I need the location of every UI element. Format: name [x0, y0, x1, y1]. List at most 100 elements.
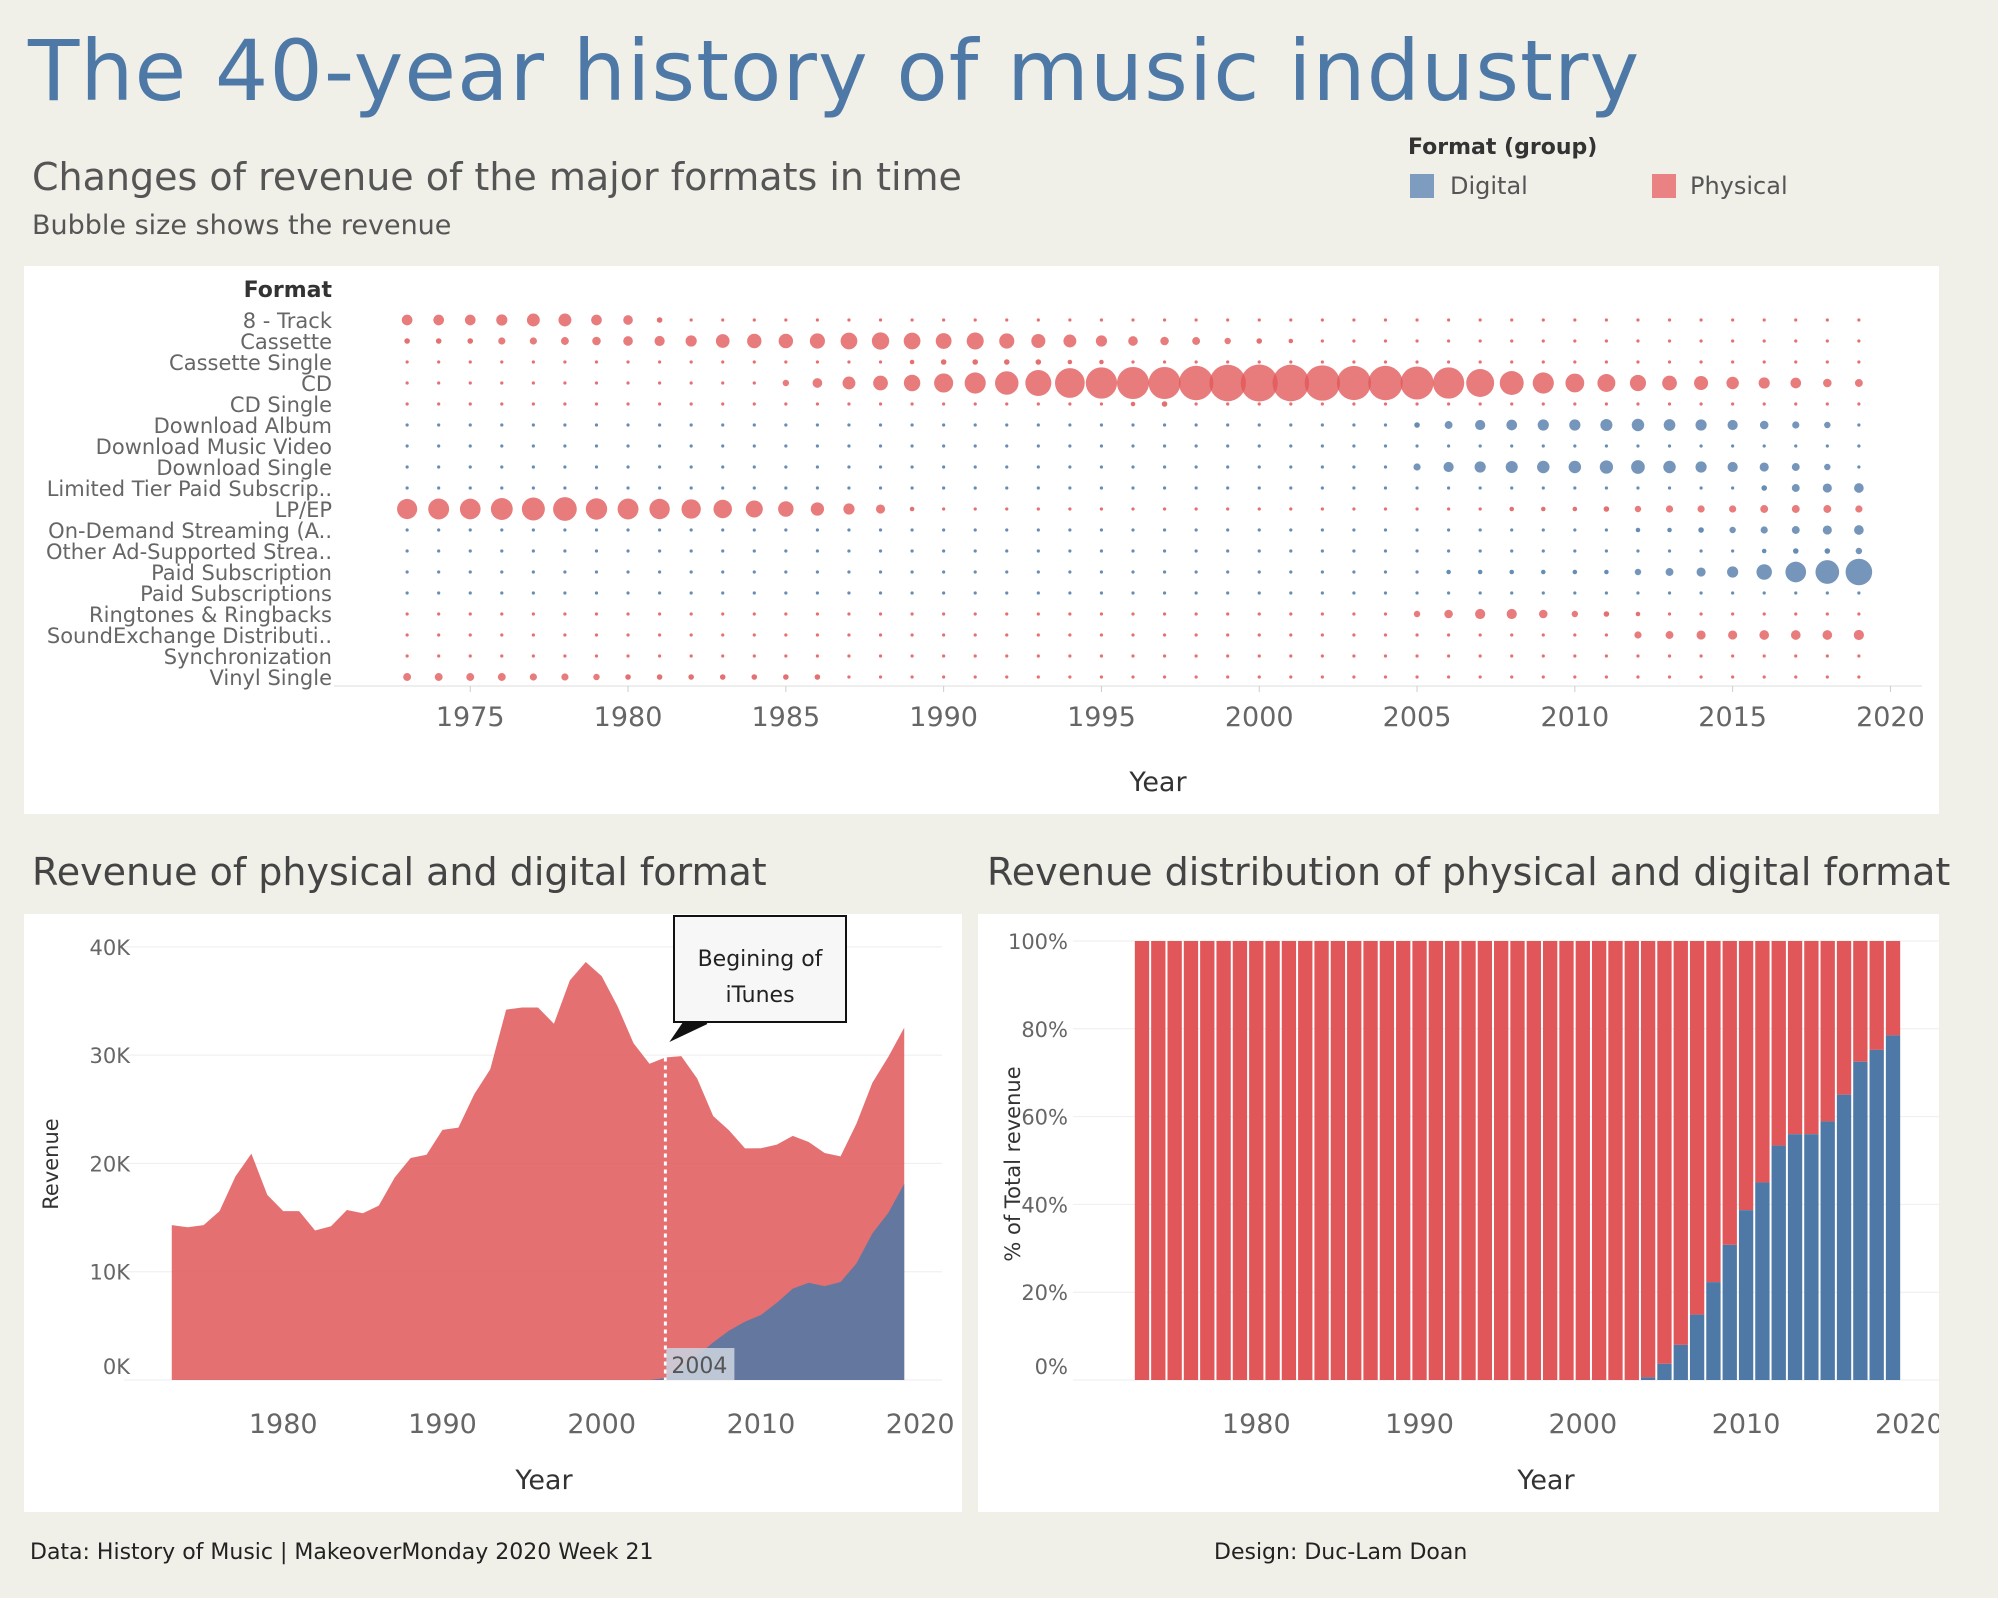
bubble-mark	[1226, 654, 1230, 658]
bubble-mark	[405, 360, 409, 364]
bubble-mark	[910, 444, 914, 448]
bubble-mark	[815, 570, 820, 574]
x-tick-label: 2015	[1698, 702, 1767, 733]
bubble-mark	[1573, 360, 1577, 364]
bubble-mark	[973, 318, 977, 322]
bubble-mark	[1099, 549, 1104, 553]
bubble-mark	[1794, 339, 1798, 343]
bubble-mark	[1068, 549, 1072, 553]
bubble-mark	[973, 549, 977, 553]
bubble-mark	[1068, 570, 1072, 574]
bubble-mark	[1257, 528, 1261, 532]
bubble-mark	[934, 373, 954, 393]
bubble-mark	[1131, 528, 1135, 532]
bubble-mark	[1415, 633, 1419, 637]
bubble-mark	[1036, 402, 1040, 406]
bubble-mark	[1794, 318, 1798, 322]
bubble-mark	[1541, 675, 1545, 679]
x-tick-label: 1985	[751, 702, 820, 733]
bubble-mark	[1352, 423, 1356, 427]
bubble-mark	[752, 465, 756, 469]
bubble-mark	[784, 612, 788, 616]
bubble-mark	[1099, 612, 1104, 616]
bubble-mark	[942, 549, 946, 553]
bubble-mark	[721, 423, 725, 427]
bubble-mark	[1116, 366, 1150, 400]
bubble-mark	[910, 423, 914, 427]
x-tick-label: 1995	[1067, 702, 1136, 733]
bubble-mark	[1695, 461, 1707, 473]
physical-bar	[1363, 941, 1378, 1380]
bubble-mark	[1289, 570, 1293, 574]
x-tick-label: 2010	[727, 1409, 796, 1440]
bubble-mark	[784, 633, 788, 637]
legend-swatch-physical[interactable]	[1652, 174, 1676, 198]
bubble-mark	[689, 486, 693, 490]
bubble-mark	[1478, 444, 1482, 448]
bubble-mark	[1226, 465, 1230, 469]
bubble-mark	[405, 633, 409, 637]
bubble-mark	[1604, 528, 1609, 532]
bubble-mark	[1320, 465, 1324, 469]
bubble-mark	[1194, 465, 1198, 469]
bubble-mark	[1099, 318, 1104, 322]
bubble-mark	[1510, 402, 1514, 406]
bubble-mark	[1194, 423, 1198, 427]
bubble-mark	[468, 381, 472, 385]
bubble-mark	[1005, 633, 1009, 637]
bubble-mark	[721, 360, 725, 364]
bubble-mark	[942, 591, 946, 595]
format-label: Synchronization	[164, 645, 332, 669]
legend-label-digital[interactable]: Digital	[1450, 172, 1528, 200]
bubble-mark	[1194, 318, 1198, 322]
legend-swatch-digital[interactable]	[1410, 174, 1434, 198]
digital-bar	[1869, 1049, 1884, 1380]
bubble-mark	[1320, 444, 1324, 448]
bubble-mark	[1068, 423, 1072, 427]
bubble-mark	[689, 591, 693, 595]
bubble-mark	[1383, 339, 1388, 343]
bubble-mark	[1352, 570, 1356, 574]
bubble-mark	[1636, 591, 1640, 595]
bubble-mark	[1447, 318, 1451, 322]
bubble-mark	[405, 486, 409, 490]
x-tick-label: 2000	[1225, 702, 1294, 733]
legend-label-physical[interactable]: Physical	[1690, 172, 1788, 200]
bubble-mark	[752, 360, 756, 364]
bubble-mark	[1478, 591, 1482, 595]
bubble-mark	[752, 402, 756, 406]
bubble-mark	[1400, 366, 1434, 400]
bubble-mark	[721, 570, 725, 574]
bubble-mark	[1162, 444, 1167, 448]
bubble-mark	[1825, 612, 1829, 616]
bubble-mark	[1822, 630, 1833, 640]
physical-area	[171, 961, 905, 1380]
bubble-mark	[745, 500, 763, 518]
format-label: Limited Tier Paid Subscrip..	[47, 477, 332, 501]
bubble-mark	[1510, 549, 1514, 553]
bubble-mark	[592, 336, 601, 346]
bubble-mark	[935, 333, 952, 349]
bubble-mark	[500, 381, 504, 385]
bubble-mark	[1447, 402, 1451, 406]
bubble-mark	[1131, 444, 1135, 448]
format-label: On-Demand Streaming (A..	[48, 519, 332, 543]
bubble-mark	[1823, 505, 1832, 513]
bubble-mark	[658, 591, 662, 595]
bubble-mark	[1634, 568, 1642, 576]
bubble-mark	[563, 549, 567, 553]
bubble-mark	[468, 654, 472, 658]
bubble-mark	[1383, 444, 1388, 448]
bubble-mark	[1226, 549, 1230, 553]
bubble-mark	[1762, 402, 1766, 406]
bubble-mark	[1794, 444, 1798, 448]
bubble-mark	[1162, 318, 1167, 322]
bubble-mark	[1162, 675, 1167, 679]
physical-bar	[1591, 941, 1607, 1380]
bubble-mark	[721, 318, 725, 322]
bubble-mark	[1699, 318, 1703, 322]
format-label: CD	[301, 372, 332, 396]
bubble-mark	[1635, 527, 1641, 533]
bubble-mark	[1478, 654, 1482, 658]
physical-bar	[1820, 941, 1835, 1122]
